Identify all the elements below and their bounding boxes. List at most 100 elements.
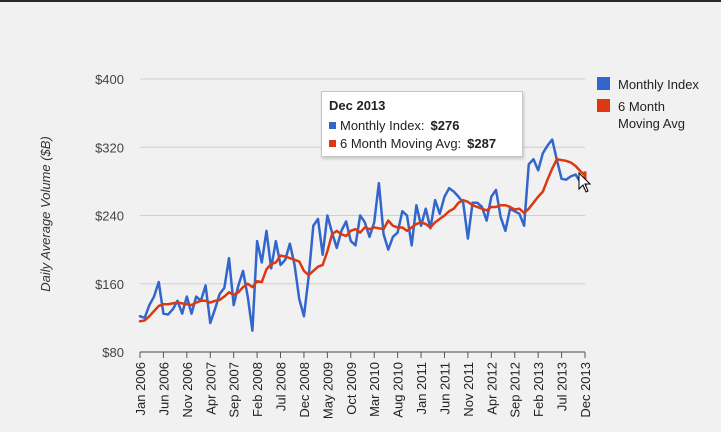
data-point[interactable] [527, 163, 530, 166]
data-point[interactable] [223, 295, 226, 298]
data-point[interactable] [335, 229, 338, 232]
data-point[interactable] [153, 310, 155, 312]
data-point[interactable] [495, 189, 497, 191]
data-point[interactable] [288, 242, 291, 245]
data-point[interactable] [246, 282, 249, 285]
data-point[interactable] [363, 226, 366, 229]
data-point[interactable] [148, 304, 151, 306]
data-point[interactable] [312, 270, 315, 272]
data-point[interactable] [232, 304, 235, 306]
data-point[interactable] [532, 158, 535, 161]
data-point[interactable] [317, 218, 319, 220]
data-point[interactable] [274, 240, 277, 242]
data-point[interactable] [185, 303, 188, 306]
data-point[interactable] [471, 201, 474, 204]
data-point[interactable] [574, 173, 577, 176]
data-point[interactable] [279, 264, 282, 266]
data-point[interactable] [331, 233, 333, 236]
data-point[interactable] [185, 295, 188, 298]
data-point[interactable] [499, 204, 502, 207]
data-point[interactable] [307, 276, 310, 278]
data-point[interactable] [157, 281, 160, 283]
series-6-month-moving-avg[interactable] [138, 157, 587, 323]
data-point[interactable] [551, 138, 554, 141]
data-point[interactable] [204, 299, 207, 302]
data-point[interactable] [406, 229, 408, 232]
data-point[interactable] [270, 267, 273, 270]
data-point[interactable] [537, 169, 540, 172]
data-point[interactable] [251, 286, 254, 289]
data-point[interactable] [298, 298, 301, 301]
data-point[interactable] [565, 178, 568, 181]
data-point[interactable] [448, 187, 451, 190]
data-point[interactable] [420, 224, 422, 227]
data-point[interactable] [195, 295, 198, 298]
data-point[interactable] [260, 261, 263, 264]
data-point[interactable] [312, 224, 315, 227]
data-point[interactable] [242, 286, 244, 289]
data-point[interactable] [452, 207, 455, 210]
data-point[interactable] [176, 301, 179, 304]
data-point[interactable] [518, 212, 521, 215]
data-point[interactable] [373, 226, 376, 229]
data-point[interactable] [214, 299, 216, 302]
chart-series[interactable] [138, 138, 587, 332]
data-point[interactable] [359, 214, 362, 217]
data-point[interactable] [396, 231, 399, 234]
data-point[interactable] [218, 299, 221, 301]
data-point[interactable] [443, 214, 446, 217]
data-point[interactable] [148, 315, 151, 318]
data-point[interactable] [228, 257, 230, 260]
data-point[interactable] [565, 160, 568, 162]
data-point[interactable] [209, 322, 212, 324]
data-point[interactable] [368, 235, 371, 238]
data-point[interactable] [392, 235, 394, 238]
data-point[interactable] [199, 299, 202, 302]
data-point[interactable] [424, 223, 427, 225]
data-point[interactable] [443, 195, 446, 198]
data-point[interactable] [321, 264, 324, 266]
data-point[interactable] [139, 320, 141, 323]
data-point[interactable] [382, 233, 385, 236]
data-point[interactable] [485, 209, 488, 212]
data-point[interactable] [377, 182, 380, 184]
data-point[interactable] [518, 207, 521, 210]
data-point[interactable] [223, 287, 226, 289]
data-point[interactable] [167, 303, 170, 306]
data-point[interactable] [204, 284, 207, 287]
data-point[interactable] [326, 214, 329, 217]
series-monthly-index[interactable] [138, 138, 587, 332]
data-point[interactable] [274, 261, 277, 264]
data-point[interactable] [232, 293, 235, 296]
data-point[interactable] [382, 228, 385, 231]
data-point[interactable] [509, 206, 511, 208]
data-point[interactable] [574, 165, 577, 167]
data-point[interactable] [298, 260, 301, 263]
data-point[interactable] [326, 250, 329, 253]
data-point[interactable] [579, 170, 582, 173]
data-point[interactable] [256, 280, 259, 283]
data-point[interactable] [270, 263, 273, 266]
data-point[interactable] [570, 161, 572, 164]
data-point[interactable] [237, 284, 240, 287]
data-point[interactable] [448, 210, 451, 213]
data-point[interactable] [457, 201, 460, 204]
data-point[interactable] [415, 204, 418, 207]
data-point[interactable] [401, 210, 404, 213]
data-point[interactable] [265, 268, 268, 271]
data-point[interactable] [317, 265, 319, 268]
data-point[interactable] [293, 264, 296, 266]
data-point[interactable] [181, 302, 184, 305]
data-point[interactable] [462, 199, 465, 202]
data-point[interactable] [345, 235, 348, 237]
data-point[interactable] [139, 315, 141, 318]
data-point[interactable] [481, 207, 483, 210]
data-point[interactable] [307, 274, 310, 277]
data-point[interactable] [195, 301, 198, 304]
data-point[interactable] [392, 224, 394, 227]
data-point[interactable] [429, 226, 432, 229]
data-point[interactable] [401, 226, 404, 229]
data-point[interactable] [466, 237, 469, 240]
data-point[interactable] [162, 312, 165, 315]
data-point[interactable] [340, 233, 343, 236]
